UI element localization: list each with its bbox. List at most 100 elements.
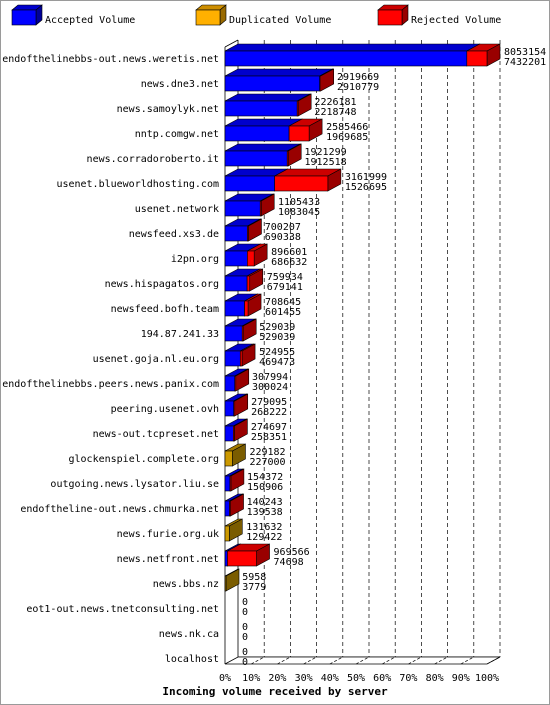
x-tick-label-3: 30% [295,673,313,684]
legend-swatch-2 [377,4,409,26]
category-label: news.furie.org.uk [117,529,219,540]
category-label: news.bbs.nz [153,579,219,590]
value-label-accepted: 268222 [251,407,287,418]
value-label-offered: 2226181 [314,97,356,108]
value-label-offered: 229182 [249,447,285,458]
bar-rejected [239,343,256,367]
value-label-accepted: 139538 [247,507,283,518]
category-label: usenet.blueworldhosting.com [56,179,219,190]
value-label-accepted: 74698 [274,557,304,568]
value-label-accepted: 686632 [271,257,307,268]
value-label-offered: 5958 [242,572,266,583]
value-label-accepted: 129422 [246,532,282,543]
category-label: news.nk.ca [159,629,219,640]
value-label-offered: 279095 [251,397,287,408]
category-label: news.samoylyk.net [117,104,219,115]
value-label-accepted: 469473 [259,357,295,368]
category-label: news-out.tcpreset.net [93,429,219,440]
value-label-offered: 700207 [265,222,301,233]
floor-tick-2 [277,656,291,665]
floor-tick-4 [329,656,343,665]
value-label-offered: 708645 [265,297,301,308]
x-tick-label-2: 20% [268,673,286,684]
category-label: outgoing.news.lysator.liu.se [50,479,219,490]
value-label-offered: 0 [242,647,248,658]
value-label-offered: 0 [242,622,248,633]
category-label: 194.87.241.33 [141,329,219,340]
category-label: endofthelinebbs.peers.news.panix.com [2,379,219,390]
value-label-accepted: 3779 [242,582,266,593]
bar-rejected [259,193,275,217]
category-label: glockenspiel.complete.org [68,454,219,465]
value-label-offered: 1105433 [278,197,320,208]
legend-label-1: Duplicated Volume [229,15,331,26]
legend-swatch-1 [195,4,227,26]
value-label-offered: 154372 [247,472,283,483]
bar-accepted [224,43,481,67]
value-label-accepted: 0 [242,657,248,668]
category-label: i2pn.org [171,254,219,265]
legend-label-0: Accepted Volume [45,15,135,26]
bar-rejected [233,418,248,442]
value-label-accepted: 300024 [252,382,288,393]
value-label-offered: 759934 [267,272,303,283]
value-label-offered: 969566 [274,547,310,558]
x-tick-label-1: 10% [242,673,260,684]
floor-tick-8 [434,656,448,665]
floor-tick-6 [382,656,396,665]
value-label-offered: 131632 [246,522,282,533]
x-tick-label-9: 90% [452,673,470,684]
value-label-accepted: 1083045 [278,207,320,218]
category-label: localhost [165,654,219,665]
value-label-offered: 0 [242,597,248,608]
x-tick-label-8: 80% [426,673,444,684]
value-label-accepted: 150906 [247,482,283,493]
value-label-offered: 1921299 [305,147,347,158]
floor-tick-1 [251,656,265,665]
category-label: news.hispagatos.org [105,279,219,290]
x-tick-label-6: 60% [373,673,391,684]
value-label-offered: 307994 [252,372,288,383]
value-label-accepted: 1912518 [305,157,347,168]
category-label: newsfeed.bofh.team [111,304,219,315]
bar-rejected [247,218,262,242]
value-label-accepted: 679141 [267,282,303,293]
value-label-accepted: 227000 [249,457,285,468]
legend-label-2: Rejected Volume [411,15,501,26]
bar-rejected [246,268,264,292]
value-label-offered: 529039 [259,322,295,333]
category-label: news.corradoroberto.it [87,154,219,165]
bar-rejected [286,143,302,167]
value-label-accepted: 690338 [265,232,301,243]
category-label: news.netfront.net [117,554,219,565]
category-label: eot1-out.news.tnetconsulting.net [26,604,219,615]
value-label-offered: 2585466 [326,122,368,133]
bar-rejected [233,393,249,417]
value-label-offered: 2919669 [337,72,379,83]
floor-tick-5 [355,656,370,665]
bar-accepted [224,68,333,92]
bar-rejected [296,93,312,117]
value-label-offered: 524955 [259,347,295,358]
bar-duplicated [224,443,246,467]
category-label: usenet.network [135,204,219,215]
axis-corner [224,39,239,48]
floor-tick-9 [460,656,474,665]
x-tick-label-0: 0% [219,673,231,684]
value-label-accepted: 0 [242,607,248,618]
floor-tick-3 [303,656,317,665]
bar-rejected [227,543,270,567]
bar-rejected [466,43,501,67]
floor-tick-7 [408,656,422,665]
bar-rejected [234,368,250,392]
category-label: endoftheline-out.news.chmurka.net [20,504,219,515]
bar-rejected [274,168,342,192]
value-label-accepted: 7432201 [504,57,546,68]
x-tick-label-4: 40% [321,673,339,684]
value-label-offered: 274697 [251,422,287,433]
value-label-accepted: 0 [242,632,248,643]
value-label-accepted: 601455 [265,307,301,318]
bar-rejected [229,493,244,517]
category-label: news.dne3.net [141,79,219,90]
